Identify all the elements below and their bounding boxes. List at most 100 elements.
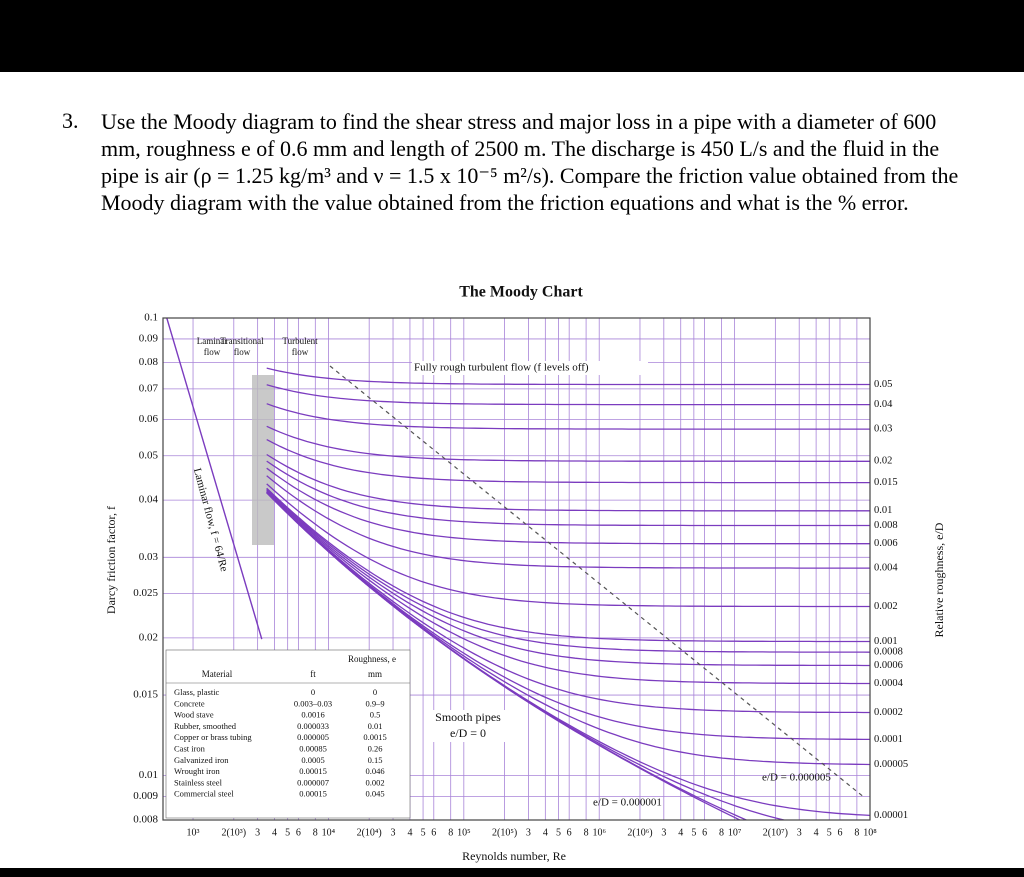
roughness-label: 0.015 bbox=[874, 477, 898, 488]
roughness-label: 0.0004 bbox=[874, 678, 904, 689]
y-tick-label: 0.04 bbox=[139, 494, 159, 506]
y-tick-label: 0.008 bbox=[133, 814, 158, 826]
y-tick-label: 0.09 bbox=[139, 332, 159, 344]
x-tick-label: 6 bbox=[567, 827, 572, 838]
x-tick-label: 5 bbox=[827, 827, 832, 838]
table-cell: 0.00015 bbox=[299, 766, 327, 776]
table-cell: 0 bbox=[373, 687, 377, 697]
x-tick-label: 2(10⁵) bbox=[492, 827, 517, 838]
smooth-label: Smooth pipes bbox=[435, 710, 501, 724]
y-axis-label: Darcy friction factor, f bbox=[104, 506, 118, 614]
x-tick-label: 4 bbox=[814, 827, 819, 838]
x-tick-label: 10⁶ bbox=[592, 827, 606, 838]
table-cell: 0.00015 bbox=[299, 789, 327, 799]
x-tick-label: 10⁵ bbox=[457, 827, 471, 838]
roughness-label: 0.0008 bbox=[874, 647, 903, 658]
y-tick-label: 0.025 bbox=[133, 587, 158, 599]
table-header: mm bbox=[368, 669, 382, 679]
table-cell: Glass, plastic bbox=[174, 687, 220, 697]
x-tick-label: 5 bbox=[285, 827, 290, 838]
friction-curve bbox=[266, 489, 870, 667]
table-cell: Galvanized iron bbox=[174, 755, 229, 765]
y-tick-label: 0.009 bbox=[133, 790, 158, 802]
plot-frame bbox=[162, 317, 871, 821]
x-tick-label: 8 bbox=[584, 827, 589, 838]
friction-curve bbox=[266, 467, 870, 545]
fully-rough-boundary bbox=[329, 365, 866, 799]
x-tick-label: 2(10⁴) bbox=[357, 827, 382, 838]
region-label: Laminar flow bbox=[197, 336, 228, 357]
table-cell: 0.003–0.03 bbox=[294, 698, 332, 708]
y-tick-label: 0.06 bbox=[139, 413, 159, 425]
roughness-label: 0.05 bbox=[874, 379, 892, 390]
extra-curve-label: e/D = 0 bbox=[450, 726, 486, 740]
roughness-label: 0.02 bbox=[874, 456, 892, 467]
friction-curve bbox=[266, 367, 870, 386]
x-tick-label: 8 bbox=[448, 827, 453, 838]
x-tick-label: 4 bbox=[678, 827, 683, 838]
roughness-label: 0.04 bbox=[874, 399, 893, 410]
friction-curve bbox=[266, 439, 870, 484]
table-cell: 0.002 bbox=[365, 777, 384, 787]
y2-axis-label: Relative roughness, e/D bbox=[932, 522, 946, 637]
roughness-label: 0.01 bbox=[874, 505, 892, 516]
x-tick-label: 8 bbox=[719, 827, 724, 838]
roughness-label: 0.00001 bbox=[874, 810, 908, 821]
region-label: Transitional flow bbox=[220, 336, 264, 357]
extra-curve-label: e/D = 0.000005 bbox=[762, 772, 831, 784]
y-tick-label: 0.03 bbox=[139, 551, 159, 563]
x-tick-label: 2(10³) bbox=[221, 827, 246, 838]
x-tick-label: 10⁸ bbox=[863, 827, 877, 838]
x-tick-label: 10⁴ bbox=[322, 827, 336, 838]
table-cell: Cast iron bbox=[174, 743, 206, 753]
friction-curve bbox=[266, 491, 870, 714]
table-cell: Rubber, smoothed bbox=[174, 721, 237, 731]
table-cell: Concrete bbox=[174, 698, 205, 708]
x-tick-label: 3 bbox=[797, 827, 802, 838]
x-tick-label: 8 bbox=[313, 827, 318, 838]
chart-title: The Moody Chart bbox=[459, 284, 583, 301]
table-cell: 0.00085 bbox=[299, 743, 327, 753]
x-tick-label: 10³ bbox=[187, 827, 200, 838]
table-cell: Commercial steel bbox=[174, 789, 234, 799]
x-tick-label: 6 bbox=[296, 827, 301, 838]
x-tick-label: 6 bbox=[837, 827, 842, 838]
y-tick-label: 0.05 bbox=[139, 449, 159, 461]
x-tick-label: 6 bbox=[702, 827, 707, 838]
y-tick-label: 0.07 bbox=[139, 382, 159, 394]
y-tick-label: 0.08 bbox=[139, 356, 159, 368]
y-tick-label: 0.1 bbox=[144, 312, 158, 324]
curves bbox=[166, 318, 870, 820]
roughness-label: 0.004 bbox=[874, 562, 898, 573]
roughness-label: 0.0001 bbox=[874, 734, 903, 745]
x-tick-label: 8 bbox=[854, 827, 859, 838]
table-cell: 0.9–9 bbox=[365, 698, 384, 708]
friction-curve bbox=[266, 488, 870, 653]
laminar-line bbox=[166, 318, 263, 640]
friction-curve bbox=[266, 487, 870, 643]
x-tick-label: 6 bbox=[431, 827, 436, 838]
x-tick-label: 5 bbox=[556, 827, 561, 838]
roughness-label: 0.00005 bbox=[874, 759, 908, 770]
table-cell: Wood stave bbox=[174, 710, 214, 720]
region-label: Turbulent flow bbox=[282, 336, 318, 357]
fully-rough-label: Fully rough turbulent flow (f levels off… bbox=[414, 362, 589, 374]
table-cell: 0.045 bbox=[365, 789, 384, 799]
friction-curve bbox=[266, 425, 870, 462]
question-text: Use the Moody diagram to find the shear … bbox=[101, 109, 959, 215]
friction-curve bbox=[266, 483, 870, 608]
friction-curve bbox=[266, 490, 870, 685]
label-bg bbox=[412, 361, 648, 375]
table-cell: Wrought iron bbox=[174, 766, 220, 776]
roughness-label: 0.008 bbox=[874, 520, 898, 531]
extra-curve-label: e/D = 0.000001 bbox=[593, 797, 662, 809]
table-cell: 0.000007 bbox=[297, 777, 329, 787]
friction-curve bbox=[266, 403, 870, 430]
x-tick-label: 3 bbox=[391, 827, 396, 838]
y-tick-label: 0.015 bbox=[133, 689, 158, 701]
roughness-label: 0.0002 bbox=[874, 707, 903, 718]
roughness-label: 0.006 bbox=[874, 538, 898, 549]
